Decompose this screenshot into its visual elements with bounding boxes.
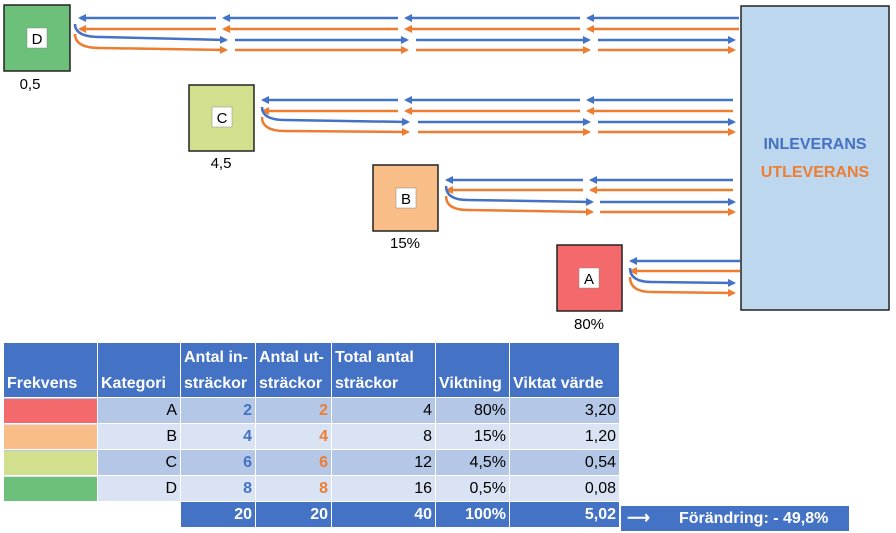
cell-total: 8 bbox=[331, 423, 436, 450]
cell-in: 6 bbox=[180, 449, 256, 476]
cell-viktning: 4,5% bbox=[435, 449, 510, 476]
box-a-frequency: 80% bbox=[574, 316, 604, 333]
box-d-label-bg bbox=[26, 27, 48, 49]
cell-ut: 4 bbox=[255, 423, 332, 450]
total-in: 20 bbox=[180, 501, 256, 528]
arrows-d bbox=[73, 14, 739, 54]
cell-in: 4 bbox=[180, 423, 256, 450]
cell-in: 2 bbox=[180, 397, 256, 424]
total-viktat: 5,02 bbox=[509, 501, 620, 528]
cell-kategori: B bbox=[97, 423, 181, 450]
table-row: A 2 2 4 80% 3,20 bbox=[3, 397, 620, 424]
inbound-arrow bbox=[628, 267, 736, 287]
outbound-arrow bbox=[260, 116, 410, 136]
change-label: Förändring: - 49,8% bbox=[679, 510, 829, 527]
cell-kategori: C bbox=[97, 449, 181, 476]
table-row: D 8 8 16 0,5% 0,08 bbox=[3, 475, 620, 502]
blank-cell bbox=[97, 501, 181, 528]
total-total: 40 bbox=[331, 501, 436, 528]
box-c-frequency: 4,5 bbox=[211, 155, 232, 172]
frequency-swatch-a bbox=[3, 397, 98, 424]
box-c-label-bg bbox=[211, 106, 233, 128]
hub-utleverans-label: UTLEVERANS bbox=[761, 164, 870, 181]
inbound-arrow bbox=[444, 185, 594, 206]
header-frekvens: Frekvens bbox=[3, 342, 98, 398]
cell-viktning: 15% bbox=[435, 423, 510, 450]
box-b-label: B bbox=[401, 191, 411, 208]
box-b-frequency: 15% bbox=[390, 235, 420, 252]
cell-viktning: 80% bbox=[435, 397, 510, 424]
cell-ut: 2 bbox=[255, 397, 332, 424]
cell-total: 12 bbox=[331, 449, 436, 476]
table-header-row: Frekvens Kategori Antal in-sträckor Anta… bbox=[3, 342, 620, 398]
right-arrow-icon: ⟶ bbox=[627, 510, 650, 527]
outbound-arrow bbox=[444, 195, 594, 216]
cell-ut: 6 bbox=[255, 449, 332, 476]
box-c-label: C bbox=[217, 110, 228, 127]
inbound-arrow bbox=[73, 23, 228, 44]
frequency-table: Frekvens Kategori Antal in-sträckor Anta… bbox=[3, 342, 620, 528]
table-row: B 4 4 8 15% 1,20 bbox=[3, 423, 620, 450]
arrows-b bbox=[444, 176, 736, 216]
cell-kategori: D bbox=[97, 475, 181, 502]
cell-viktat: 1,20 bbox=[509, 423, 620, 450]
cell-in: 8 bbox=[180, 475, 256, 502]
box-a-label: A bbox=[584, 271, 594, 288]
header-viktning: Viktning bbox=[435, 342, 510, 398]
cell-viktning: 0,5% bbox=[435, 475, 510, 502]
box-d-frequency: 0,5 bbox=[20, 76, 41, 93]
arrows-a bbox=[628, 257, 740, 297]
frequency-swatch-b bbox=[3, 423, 98, 450]
arrows-c bbox=[260, 96, 736, 136]
box-b-label-bg bbox=[395, 187, 417, 209]
cell-viktat: 3,20 bbox=[509, 397, 620, 424]
cell-total: 16 bbox=[331, 475, 436, 502]
cell-viktat: 0,54 bbox=[509, 449, 620, 476]
change-indicator: ⟶ Förändring: - 49,8% bbox=[621, 506, 849, 531]
distribution-diagram: INLEVERANS UTLEVERANS D 0,5 C 4,5 B 15% … bbox=[3, 4, 890, 333]
total-ut: 20 bbox=[255, 501, 332, 528]
outbound-arrow bbox=[628, 276, 736, 297]
cell-ut: 8 bbox=[255, 475, 332, 502]
table-total-row: 20 20 40 100% 5,02 bbox=[3, 501, 620, 528]
header-antal-ut: Antal ut-sträckor bbox=[255, 342, 332, 398]
header-antal-in: Antal in-sträckor bbox=[180, 342, 256, 398]
hub-box bbox=[740, 5, 890, 311]
table-row: C 6 6 12 4,5% 0,54 bbox=[3, 449, 620, 476]
cell-kategori: A bbox=[97, 397, 181, 424]
blank-cell bbox=[3, 501, 98, 528]
frequency-swatch-c bbox=[3, 449, 98, 476]
header-viktat-varde: Viktat värde bbox=[509, 342, 620, 398]
frequency-swatch-d bbox=[3, 475, 98, 502]
total-viktning: 100% bbox=[435, 501, 510, 528]
cell-total: 4 bbox=[331, 397, 436, 424]
header-total: Total antal sträckor bbox=[331, 342, 436, 398]
hub-inleverans-label: INLEVERANS bbox=[763, 136, 866, 153]
inbound-arrow bbox=[260, 106, 410, 126]
box-a-label-bg bbox=[578, 267, 600, 289]
header-kategori: Kategori bbox=[97, 342, 181, 398]
cell-viktat: 0,08 bbox=[509, 475, 620, 502]
outbound-arrow bbox=[73, 33, 228, 54]
box-d-label: D bbox=[32, 31, 43, 48]
